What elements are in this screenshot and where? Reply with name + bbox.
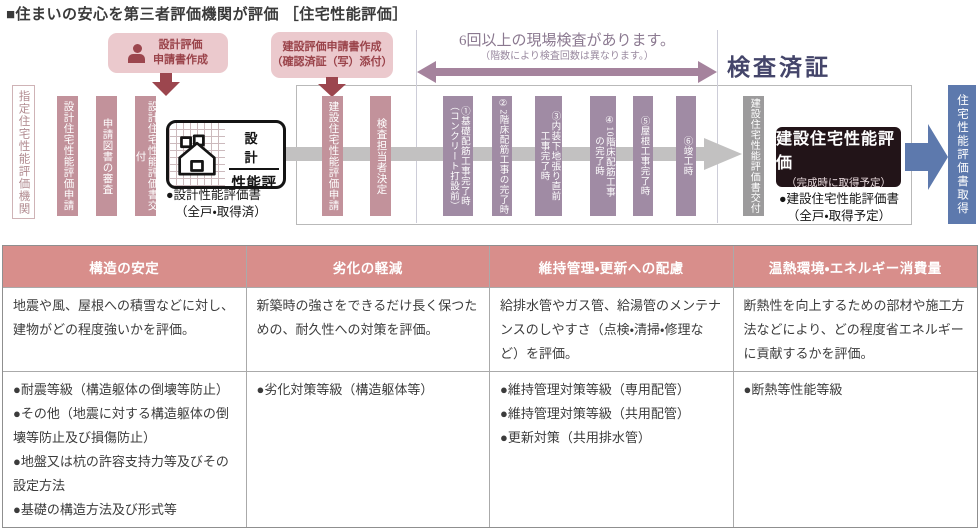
design-application-note-text: 設計評価 申請書作成 [153,39,208,66]
bar-design-application: 設計住宅性能評価申請 [57,96,78,216]
table-desc-deterioration: 新築時の強さをできるだけ長く保つための、耐久性への対策を評価。 [246,288,490,372]
list-item: ●維持管理対策等級（共用配管） [500,406,690,422]
badge-label-panel: 設 計 性能評価 [225,123,283,186]
house-icon [178,133,216,176]
agency-box: 指定住宅性能評価機関 [12,85,35,219]
design-application-note: 設計評価 申請書作成 [108,33,228,73]
table-items-deterioration: ●劣化対策等級（構造躯体等） [247,372,490,527]
inspection-section-divider-right [717,30,718,223]
construction-report-caption-line2: （全戸・取得予定） [786,208,892,223]
down-arrow-icon [152,73,180,96]
table-items-structure: ●耐震等級（構造躯体の倒壊等防止） ●その他（地震に対する構造躯体の倒壊等防止及… [3,372,247,527]
double-arrow-icon [417,61,717,83]
inspection-step-4: ④10階床配筋工事 の完了時 [590,96,616,216]
construction-application-note: 建設評価申請書作成 （確認済証（写）添付） [271,32,393,78]
evaluation-categories-table: 構造の安定 劣化の軽減 維持管理・更新への配慮 温熱環境・エネルギー消費量 地震… [2,245,978,528]
badge-top-label: 設 計 [229,128,279,170]
table-header-thermal: 温熱環境・エネルギー消費量 [733,246,977,288]
table-header-structure: 構造の安定 [3,246,247,288]
list-item: ●劣化対策等級（構造躯体等） [256,382,434,397]
list-item: ●断熱等性能等級 [743,382,843,397]
construction-report-caption: ●建設住宅性能評価書 （全戸・取得予定） [770,191,908,225]
inspection-step-6: ⑥竣工時 [676,96,696,216]
list-item: ●耐震等級（構造躯体の倒壊等防止） [13,382,229,397]
list-item: ●その他（地震に対する構造躯体の倒壊等防止及び損傷防止） [13,406,229,446]
table-header-maintenance: 維持管理・更新への配慮 [490,246,734,288]
inspection-step-1: ①基礎配筋工事完了時 （コンクリート打設前） [443,96,473,216]
construction-evaluation-sub: （完成時に取得予定） [786,177,891,189]
bar-construction-report-issue: 建設住宅性能評価書交付 [743,96,764,216]
table-desc-structure: 地震や風、屋根への積雪などに対し、建物がどの程度強いかを評価。 [3,288,247,372]
page-title: ■住まいの安心を第三者評価機関が評価 ［住宅性能評価］ [6,6,408,23]
inspection-section-divider-left [416,30,417,223]
table-desc-thermal: 断熱性を向上するための部材や施工方法などにより、どの程度省エネルギーに貢献するか… [733,288,977,372]
construction-evaluation-box: 建設住宅性能評価 （完成時に取得予定） [776,127,901,189]
down-arrow-icon [318,77,346,97]
bar-design-report-issue: 設計住宅性能評価書交付 [135,96,158,216]
inspection-title: 6回以上の現場検査があります。 [458,33,675,49]
design-report-caption-line1: ●設計性能評価書 [166,188,262,202]
process-flow-arrowhead-icon [704,138,742,170]
construction-evaluation-title: 建設住宅性能評価 [776,130,896,172]
inspection-step-3: ③内装下地張り直前 工事完了時 [535,96,562,216]
inspection-subtitle: （階数により検査回数は異なります。） [480,51,654,62]
inspection-step-2: ②2階床配筋工事の完了時 [492,96,512,216]
table-header-deterioration: 劣化の軽減 [246,246,490,288]
list-item: ●地盤又は杭の許容支持力等及びその設定方法 [13,454,229,494]
table-items-thermal: ●断熱等性能等級 [734,372,978,527]
design-report-caption: ●設計性能評価書 （全戸・取得済） [166,187,282,221]
table-desc-maintenance: 給排水管やガス管、給湯管のメンテナンスのしやすさ（点検・清掃・修理など）を評価。 [490,288,734,372]
construction-report-caption-line1: ●建設住宅性能評価書 [778,192,900,206]
badge-bottom-label: 性能評価 [231,176,277,189]
bar-document-review: 申請図書の審査 [96,96,117,216]
list-item: ●更新対策（共用排水管） [500,430,651,446]
bar-inspector-assignment: 検査担当者決定 [370,96,391,216]
inspection-step-5: ⑤屋根工事完了時 [633,96,653,216]
design-report-caption-line2: （全戸・取得済） [175,204,267,219]
construction-application-note-text: 建設評価申請書作成 （確認済証（写）添付） [271,41,393,68]
table-items-maintenance: ●維持管理対策等級（専用配管） ●維持管理対策等級（共用配管） ●更新対策（共用… [490,372,734,527]
goal-box: 住宅性能評価書取得 [948,85,976,224]
person-icon [128,43,146,63]
right-arrow-icon [905,124,948,190]
design-evaluation-badge: 設 計 性能評価 [166,120,286,189]
list-item: ●基礎の構造方法及び形式等 [13,502,177,518]
bar-construction-application: 建設住宅性能評価申請 [322,96,343,216]
inspection-certificate-label: 検査済証 [727,55,831,80]
badge-grid-panel [169,123,225,186]
list-item: ●維持管理対策等級（専用配管） [500,382,690,397]
